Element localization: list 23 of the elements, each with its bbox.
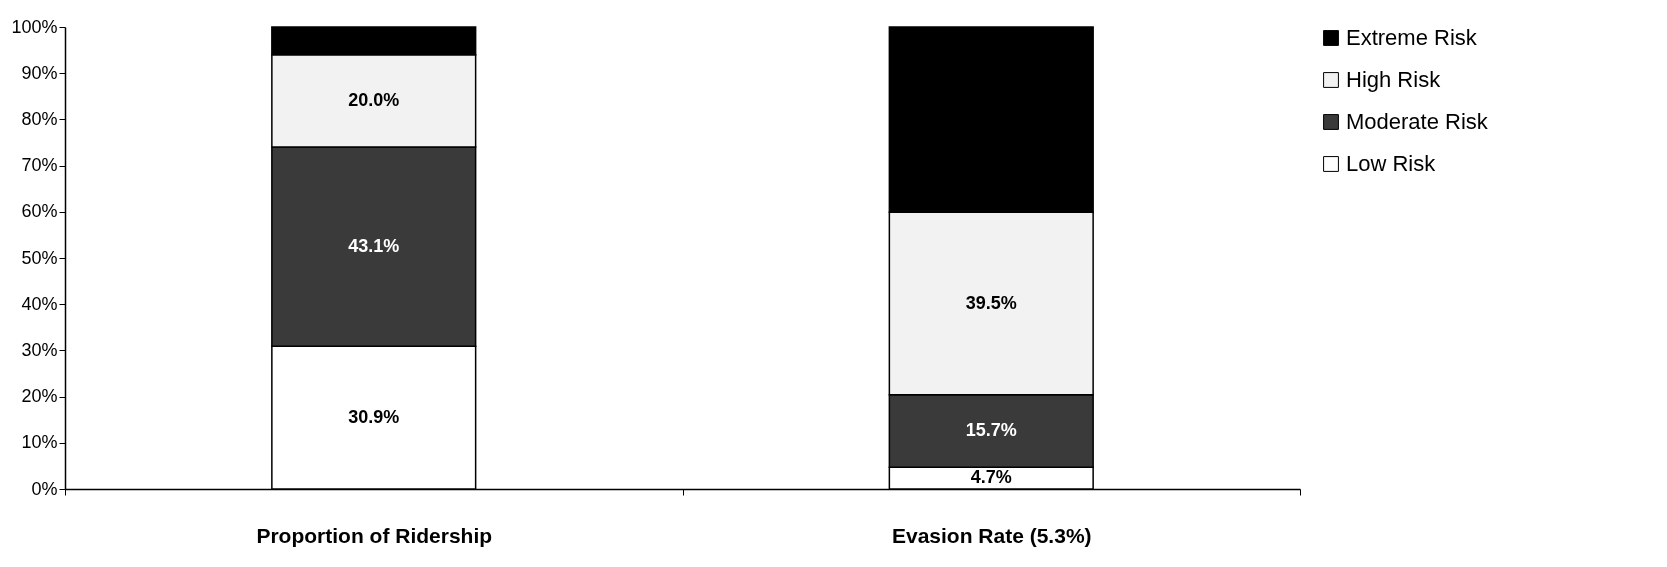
data-label: 39.5% [965,292,1017,313]
data-label: 20.0% [348,89,400,110]
y-tick-label: 90% [21,62,58,83]
x-tick-label: Proportion of Ridership [256,523,493,547]
y-tick-label: 40% [21,293,58,314]
legend-label: Low Risk [1346,151,1437,176]
y-tick-label: 30% [21,339,58,360]
legend-label: Moderate Risk [1346,109,1489,134]
data-label: 15.7% [965,420,1017,441]
y-tick-label: 70% [21,155,58,176]
y-tick-label: 20% [21,386,58,407]
data-label: 30.9% [348,406,400,427]
data-label: 43.1% [348,235,400,256]
y-tick-label: 80% [21,108,58,129]
legend-label: High Risk [1346,67,1442,92]
y-tick-label: 100% [11,16,58,37]
x-tick-label: Evasion Rate (5.3%) [891,523,1092,547]
y-tick-label: 0% [31,478,58,499]
y-tick-label: 60% [21,201,58,222]
y-tick-label: 50% [21,247,58,268]
legend-label: Extreme Risk [1346,25,1478,50]
data-label: 4.7% [970,467,1012,488]
y-tick-label: 10% [21,432,58,453]
